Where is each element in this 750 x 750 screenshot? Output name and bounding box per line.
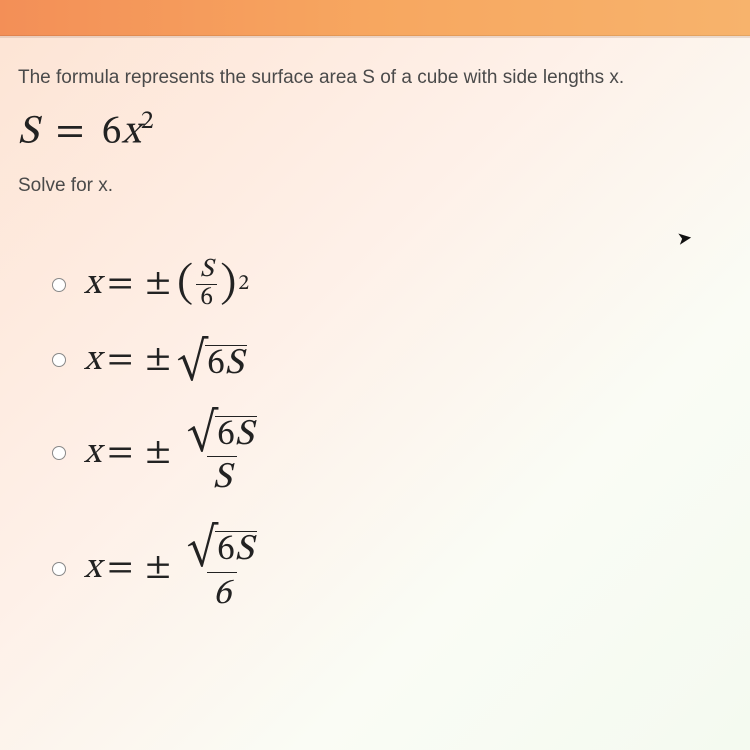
frac-den: 6 (207, 572, 237, 615)
option-3-math: x = ± √ 6S S (84, 408, 267, 499)
formula-display: S = 6x2 (18, 106, 732, 157)
formula-var: x (122, 112, 141, 152)
option-3[interactable]: x = ± √ 6S S (52, 408, 732, 499)
radicand: 6S (215, 531, 257, 570)
frac-num: √ 6S (181, 523, 263, 572)
plus-minus-sign: ± (145, 546, 171, 591)
frac-num: √ 6S (181, 408, 263, 457)
header-band (0, 0, 750, 36)
var-x: x (84, 431, 101, 476)
equals-sign: = (56, 112, 85, 152)
cursor-icon: ➤ (676, 227, 694, 250)
left-paren: ( (177, 257, 193, 313)
option-1[interactable]: x = ± ( S 6 )2 (52, 257, 732, 313)
frac-den: 6 (196, 284, 217, 312)
equals-sign: = (107, 546, 133, 591)
fraction-s-over-6: S 6 (196, 257, 217, 312)
question-content: The formula represents the surface area … (0, 38, 750, 614)
var-x: x (84, 262, 101, 307)
var-x: x (84, 338, 101, 383)
options-group: x = ± ( S 6 )2 x = ± √ 6S (52, 257, 732, 615)
radical-sign: √ (177, 337, 207, 384)
fraction-sqrt6s-over-6: √ 6S 6 (181, 523, 263, 614)
option-4[interactable]: x = ± √ 6S 6 (52, 523, 732, 614)
frac-den: S (207, 456, 237, 499)
plus-minus-sign: ± (145, 338, 171, 383)
fraction-sqrt6s-over-s: √ 6S S (181, 408, 263, 499)
option-4-math: x = ± √ 6S 6 (84, 523, 267, 614)
plus-minus-sign: ± (145, 262, 171, 307)
formula-lhs: S (18, 112, 38, 152)
equals-sign: = (107, 431, 133, 476)
equals-sign: = (107, 338, 133, 383)
radio-option-1[interactable] (52, 278, 66, 292)
option-1-math: x = ± ( S 6 )2 (84, 257, 249, 313)
sqrt-6s: √ 6S (187, 408, 257, 455)
plus-minus-sign: ± (145, 431, 171, 476)
frac-num: S (196, 257, 217, 284)
sqrt-6s: √ 6S (177, 337, 247, 384)
sqrt-6s: √ 6S (187, 523, 257, 570)
radio-option-3[interactable] (52, 446, 66, 460)
formula-exp: 2 (141, 109, 154, 135)
right-paren: ) (220, 257, 236, 313)
solve-text: Solve for x. (18, 175, 732, 197)
radicand: 6S (205, 345, 247, 384)
radicand: 6S (215, 416, 257, 455)
radio-option-2[interactable] (52, 353, 66, 367)
var-x: x (84, 546, 101, 591)
radio-option-4[interactable] (52, 562, 66, 576)
radical-sign: √ (187, 408, 217, 455)
radical-sign: √ (187, 523, 217, 570)
formula-coef: 6 (102, 112, 122, 152)
outer-exponent: 2 (238, 272, 249, 298)
prompt-text: The formula represents the surface area … (18, 64, 732, 92)
option-2-math: x = ± √ 6S (84, 337, 247, 384)
equals-sign: = (107, 262, 133, 307)
option-2[interactable]: x = ± √ 6S (52, 337, 732, 384)
